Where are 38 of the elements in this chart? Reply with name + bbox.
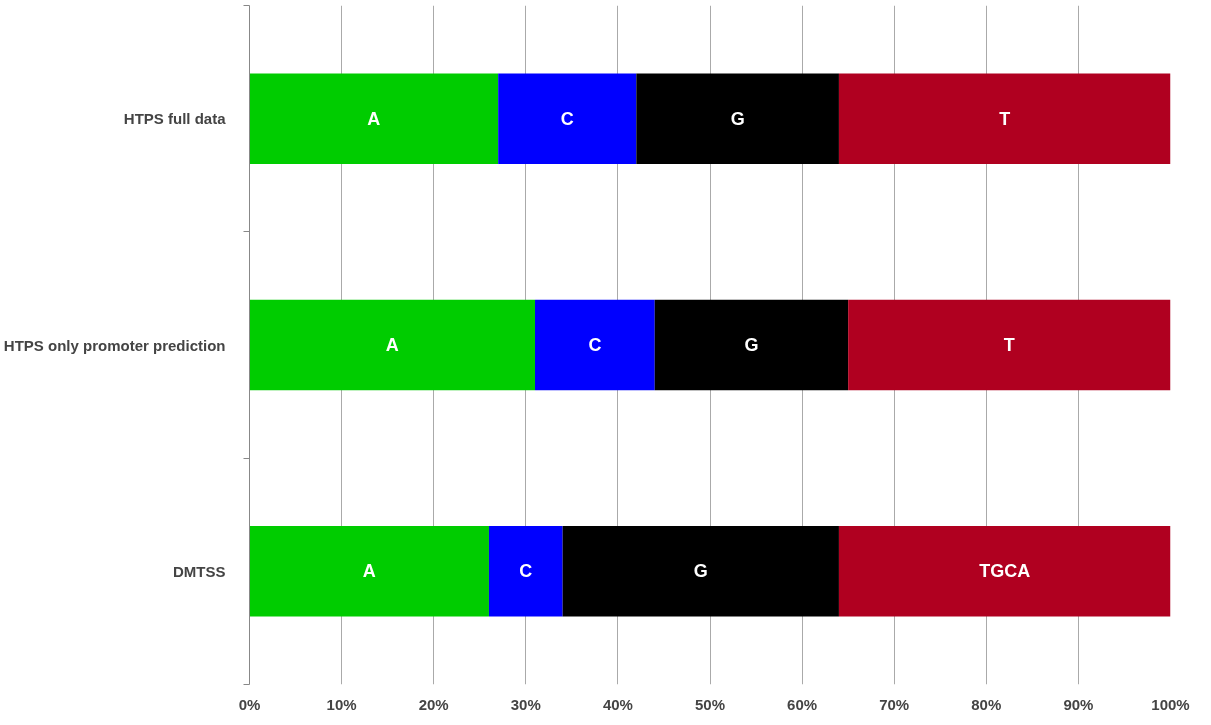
bar: [636, 73, 839, 164]
data-label: TGCA: [979, 561, 1031, 582]
bar: [535, 299, 655, 391]
x-tick-label: 40%: [602, 695, 633, 713]
y-tick-label: DMTSS: [173, 562, 226, 580]
bar: [249, 73, 499, 164]
data-label: C: [519, 561, 533, 582]
data-label: A: [385, 335, 399, 355]
x-tick-label: 70%: [879, 695, 910, 713]
data-label: T: [1003, 335, 1015, 355]
bar: [562, 526, 839, 617]
bar: [249, 526, 489, 617]
x-tick-label: 90%: [1063, 695, 1094, 713]
bar: [654, 299, 849, 391]
data-label: G: [744, 335, 759, 355]
bar: [488, 526, 563, 617]
bar: [498, 73, 637, 164]
x-tick-label: 10%: [326, 695, 357, 713]
x-tick-label: 80%: [971, 695, 1002, 713]
x-tick-label: 20%: [418, 695, 449, 713]
x-tick-label: 50%: [694, 695, 726, 713]
x-tick-label: 100%: [1151, 695, 1190, 713]
bar: [838, 526, 1171, 617]
data-label: A: [362, 561, 376, 582]
bar: [838, 73, 1171, 164]
data-label: C: [588, 335, 602, 355]
x-tick-label: 60%: [787, 695, 818, 713]
x-tick-label: 30%: [510, 695, 541, 713]
y-tick-label: HTPS only promoter prediction: [3, 336, 226, 354]
bar: [848, 299, 1171, 391]
data-label: A: [367, 108, 381, 129]
y-tick-label: HTPS full data: [123, 110, 227, 128]
bar: [249, 299, 536, 391]
data-label: T: [999, 108, 1011, 129]
x-tick-label: 0%: [238, 695, 261, 713]
data-label: G: [693, 561, 708, 582]
data-label: C: [560, 108, 574, 129]
data-label: G: [730, 108, 745, 129]
